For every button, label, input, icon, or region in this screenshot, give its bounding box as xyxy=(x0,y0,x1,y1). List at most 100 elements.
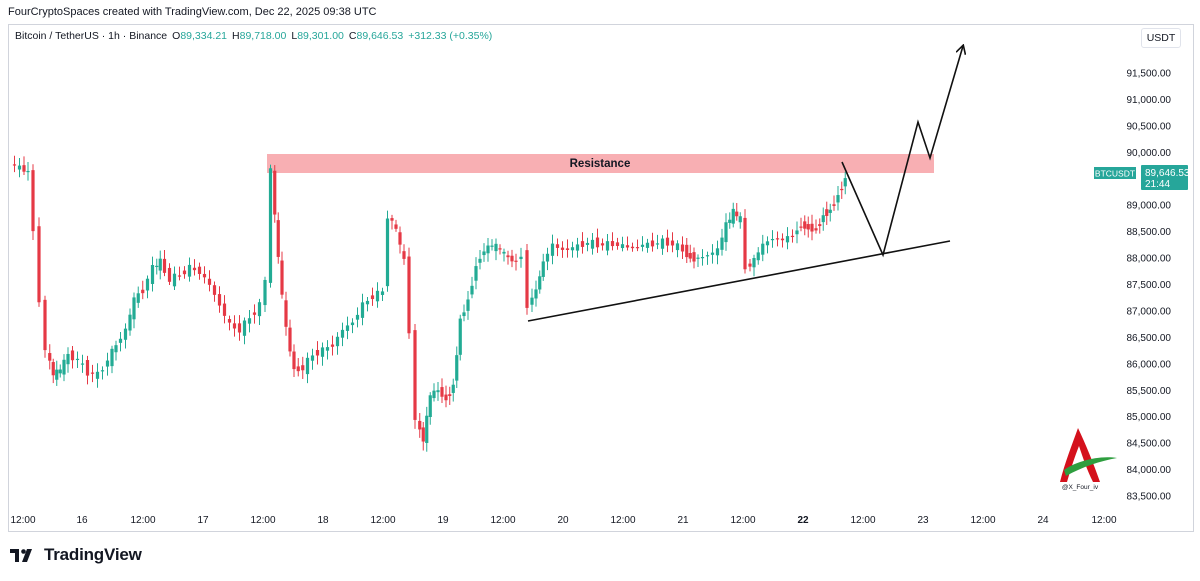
candle-body xyxy=(320,347,325,357)
candle-body xyxy=(743,217,747,270)
candle-body xyxy=(560,247,565,250)
candle-body xyxy=(227,319,232,323)
candle-body xyxy=(605,241,610,251)
candle-body xyxy=(432,390,436,399)
candle-body xyxy=(506,255,510,258)
price-axis-tick: 89,000.00 xyxy=(1127,201,1172,212)
price-axis[interactable]: 91,500.00 91,000.00 90,500.00 90,000.00 89,0… xyxy=(1127,69,1172,503)
candle-body xyxy=(575,244,580,251)
time-axis-label: 17 xyxy=(197,515,209,526)
candle-body xyxy=(288,327,292,352)
candle-body xyxy=(141,289,145,294)
candle-body xyxy=(394,224,398,229)
price-axis-tick: 85,000.00 xyxy=(1127,412,1172,423)
candle-body xyxy=(292,351,296,370)
candle-body xyxy=(498,248,502,250)
tradingview-brand[interactable]: TradingView xyxy=(10,545,142,565)
candle-body xyxy=(155,265,159,268)
candle-body xyxy=(705,255,710,257)
candle-body xyxy=(821,215,825,223)
candle-body xyxy=(70,350,75,361)
candle-body xyxy=(696,257,700,259)
open-label: O xyxy=(172,30,181,42)
candle-body xyxy=(123,328,128,340)
candle-body xyxy=(688,253,692,259)
candle-body xyxy=(276,220,280,257)
candle-body xyxy=(810,223,814,232)
time-axis-label: 12:00 xyxy=(970,515,995,526)
candle-body xyxy=(765,241,770,246)
candle-body xyxy=(413,330,417,420)
candle-body xyxy=(247,318,252,324)
candle-body xyxy=(832,204,836,206)
price-axis-tick: 84,500.00 xyxy=(1127,439,1172,450)
candle-body xyxy=(660,238,665,249)
candle-body xyxy=(635,247,640,249)
open-value: 89,334.21 xyxy=(180,30,228,42)
candle-body xyxy=(514,260,518,262)
candle-body xyxy=(31,170,35,232)
candle-body xyxy=(284,300,288,327)
candle-body xyxy=(451,384,455,393)
candle-body xyxy=(51,362,55,376)
time-axis-label: 19 xyxy=(437,515,449,526)
projection-arrow[interactable] xyxy=(841,46,963,258)
candle-body xyxy=(530,297,534,305)
candle-body xyxy=(785,236,790,243)
price-axis-tick: 88,500.00 xyxy=(1127,227,1172,238)
price-axis-tick: 86,000.00 xyxy=(1127,359,1172,370)
candle-body xyxy=(828,209,832,213)
candle-body xyxy=(519,256,523,260)
candle-body xyxy=(158,258,162,271)
candle-body xyxy=(478,258,482,263)
candle-body xyxy=(756,252,760,261)
candle-body xyxy=(610,241,615,247)
candle-body xyxy=(795,230,799,235)
candle-body xyxy=(105,360,110,367)
price-axis-tick: 85,500.00 xyxy=(1127,386,1172,397)
candle-body xyxy=(114,345,118,353)
candle-body xyxy=(715,248,720,256)
high-label: H xyxy=(232,30,240,42)
candle-body xyxy=(692,252,696,262)
time-axis-label: 21 xyxy=(677,515,689,526)
candle-body xyxy=(310,355,315,361)
chart-frame[interactable] xyxy=(8,24,1194,532)
candle-body xyxy=(37,226,41,303)
candle-body xyxy=(720,237,724,250)
tradingview-wordmark: TradingView xyxy=(44,545,142,564)
close-label: C xyxy=(348,30,357,42)
time-axis[interactable]: 12:00 16 12:00 17 12:00 18 12:00 19 12:00 20 12:00… xyxy=(10,515,1116,526)
candle-body xyxy=(462,312,466,317)
candle-body xyxy=(806,224,810,230)
chart-caption: FourCryptoSpaces created with TradingVie… xyxy=(8,6,377,18)
candle-body xyxy=(570,247,575,251)
currency-button[interactable]: USDT xyxy=(1141,28,1181,48)
candle-body xyxy=(775,238,780,240)
time-axis-label: 12:00 xyxy=(250,515,275,526)
close-value: 89,646.53 xyxy=(356,30,404,42)
candle-body xyxy=(90,372,95,374)
resistance-zone[interactable] xyxy=(267,154,934,173)
candle-body xyxy=(752,258,756,268)
time-axis-label: 12:00 xyxy=(490,515,515,526)
time-axis-label: 18 xyxy=(317,515,329,526)
resistance-label: Resistance xyxy=(570,158,631,170)
candle-body xyxy=(167,267,172,282)
price-axis-tick: 90,000.00 xyxy=(1127,148,1172,159)
candle-body xyxy=(645,242,650,248)
candle-body xyxy=(541,261,545,277)
candle-body xyxy=(600,243,605,246)
support-trendline[interactable] xyxy=(527,240,951,322)
tradingview-logo-icon xyxy=(10,549,32,562)
time-axis-label: 12:00 xyxy=(370,515,395,526)
candle-body xyxy=(192,267,197,271)
candle-body xyxy=(197,266,202,274)
candle-body xyxy=(494,243,498,252)
candle-body xyxy=(335,336,340,347)
price-axis-tick: 87,000.00 xyxy=(1127,306,1172,317)
time-axis-label: 23 xyxy=(917,515,929,526)
candle-body xyxy=(728,219,732,223)
time-axis-label: 16 xyxy=(76,515,88,526)
